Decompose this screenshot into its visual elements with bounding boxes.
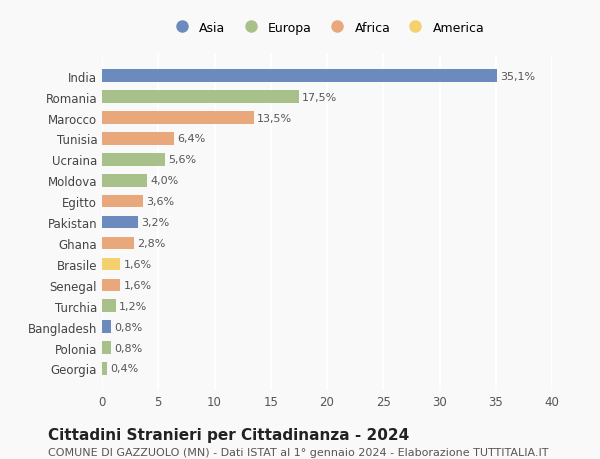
Bar bbox=[102, 70, 497, 83]
Text: 35,1%: 35,1% bbox=[500, 72, 535, 82]
Text: 13,5%: 13,5% bbox=[257, 113, 292, 123]
Bar bbox=[102, 196, 143, 208]
Text: 1,6%: 1,6% bbox=[124, 259, 151, 269]
Text: 3,6%: 3,6% bbox=[146, 197, 174, 207]
Bar bbox=[102, 91, 299, 104]
Legend: Asia, Europa, Africa, America: Asia, Europa, Africa, America bbox=[166, 18, 488, 38]
Text: 5,6%: 5,6% bbox=[169, 155, 197, 165]
Bar bbox=[102, 174, 147, 187]
Bar bbox=[102, 133, 174, 146]
Text: 2,8%: 2,8% bbox=[137, 239, 165, 248]
Text: 0,8%: 0,8% bbox=[115, 343, 143, 353]
Text: 17,5%: 17,5% bbox=[302, 92, 337, 102]
Text: 0,4%: 0,4% bbox=[110, 364, 138, 374]
Text: 1,2%: 1,2% bbox=[119, 301, 147, 311]
Bar bbox=[102, 258, 120, 271]
Text: COMUNE DI GAZZUOLO (MN) - Dati ISTAT al 1° gennaio 2024 - Elaborazione TUTTITALI: COMUNE DI GAZZUOLO (MN) - Dati ISTAT al … bbox=[48, 448, 548, 458]
Text: 0,8%: 0,8% bbox=[115, 322, 143, 332]
Bar bbox=[102, 279, 120, 291]
Bar bbox=[102, 216, 138, 229]
Text: 6,4%: 6,4% bbox=[178, 134, 206, 144]
Bar bbox=[102, 237, 133, 250]
Bar bbox=[102, 341, 111, 354]
Bar bbox=[102, 300, 116, 312]
Text: 4,0%: 4,0% bbox=[151, 176, 179, 186]
Bar bbox=[102, 321, 111, 333]
Text: Cittadini Stranieri per Cittadinanza - 2024: Cittadini Stranieri per Cittadinanza - 2… bbox=[48, 427, 409, 442]
Bar bbox=[102, 154, 165, 166]
Text: 3,2%: 3,2% bbox=[142, 218, 170, 228]
Bar bbox=[102, 112, 254, 124]
Text: 1,6%: 1,6% bbox=[124, 280, 151, 290]
Bar bbox=[102, 363, 107, 375]
